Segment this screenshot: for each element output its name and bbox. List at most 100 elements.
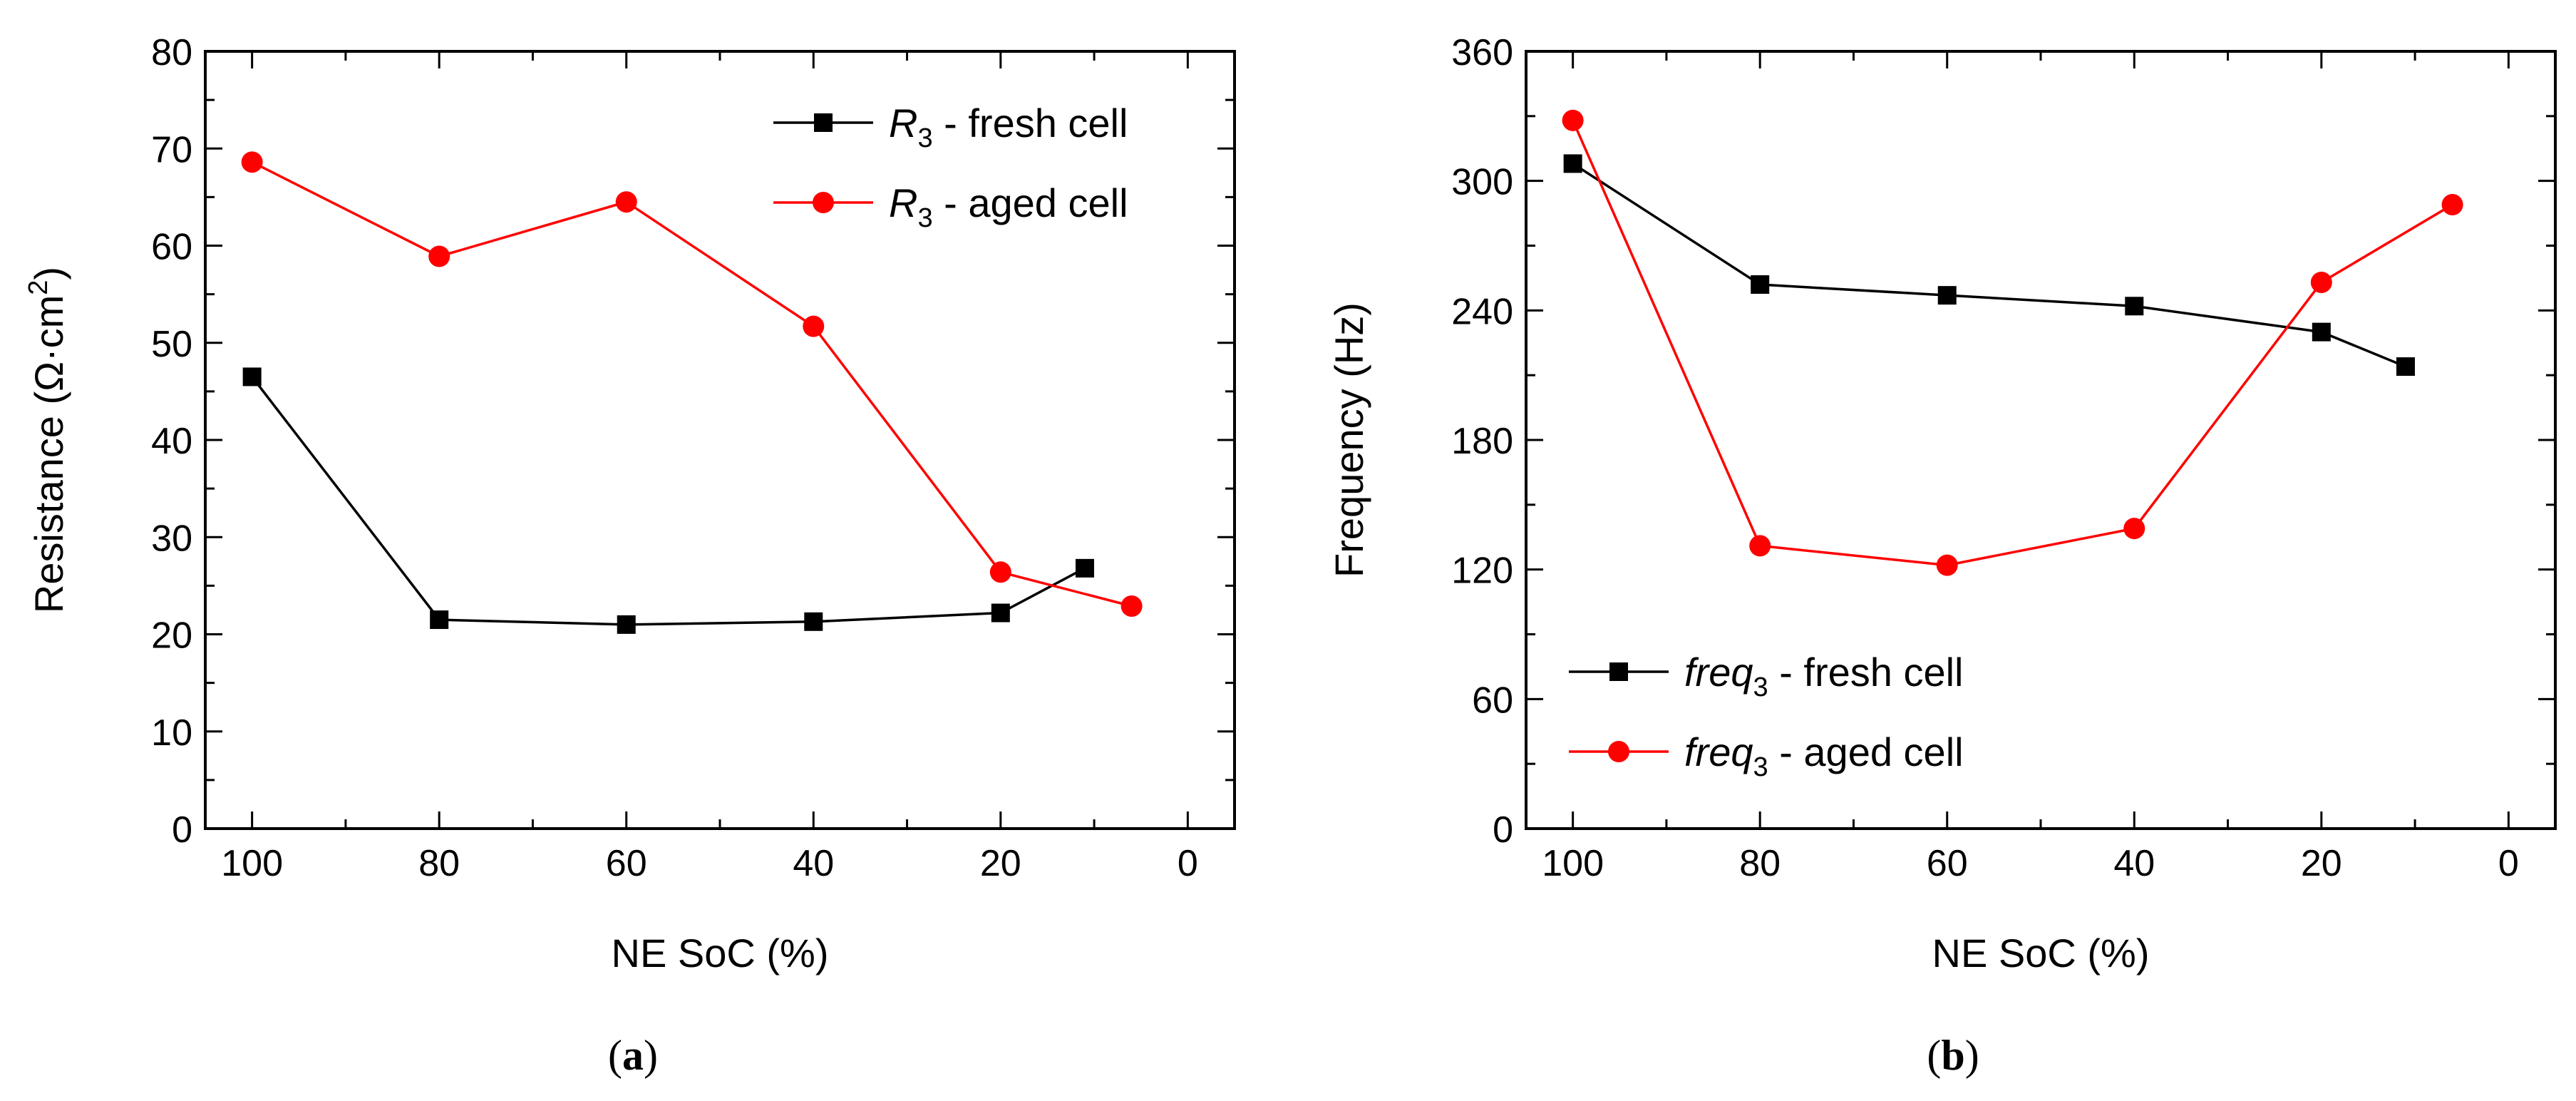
y-tick-label: 240 xyxy=(1451,291,1513,332)
legend-symbol: R xyxy=(889,180,917,225)
y-tick-label: 40 xyxy=(151,421,192,462)
x-tick-label: 80 xyxy=(418,843,460,884)
data-point xyxy=(2312,322,2331,342)
data-point xyxy=(241,151,263,173)
legend-marker-aged-b xyxy=(1608,741,1629,762)
y-tick-label: 30 xyxy=(151,518,192,559)
axis-ticks-a: 100 80 60 40 20 0 0 10 20 30 40 50 60 70 80 xyxy=(151,32,1235,884)
legend-label: - aged cell xyxy=(933,180,1128,225)
y-tick-label: 360 xyxy=(1451,32,1513,73)
x-tick-label: 20 xyxy=(980,843,1021,884)
y-tick-label: 60 xyxy=(151,227,192,268)
series-line xyxy=(251,376,1086,626)
data-point xyxy=(2396,357,2415,377)
data-point xyxy=(1749,535,1771,557)
y-tick-label: 300 xyxy=(1451,162,1513,203)
x-tick-label: 20 xyxy=(2301,843,2342,884)
y-tick-label: 70 xyxy=(151,129,192,170)
data-point xyxy=(2123,518,2145,540)
sub-letter: a xyxy=(622,1032,644,1079)
legend-text-aged-a: R3 - aged cell xyxy=(889,180,1128,233)
series-group-b xyxy=(1562,109,2463,576)
y-tick-label: 50 xyxy=(151,324,192,365)
legend-symbol: freq xyxy=(1684,650,1753,695)
series-line xyxy=(251,160,1133,608)
y-tick-label: 60 xyxy=(1472,680,1513,721)
data-point xyxy=(615,191,637,213)
legend-label: - fresh cell xyxy=(1768,650,1964,695)
sub-open: ( xyxy=(608,1032,622,1079)
axis-ticks-b: 100 80 60 40 20 0 0 60 120 180 240 300 360 xyxy=(1451,32,2555,884)
legend-subscript: 3 xyxy=(917,123,932,153)
sub-close: ) xyxy=(644,1032,658,1079)
legend-symbol: freq xyxy=(1684,729,1753,774)
plot-frame-b xyxy=(1525,50,2557,830)
legend-label: - aged cell xyxy=(1768,729,1964,774)
x-tick-label: 100 xyxy=(1542,843,1604,884)
x-tick-label: 0 xyxy=(1178,843,1198,884)
y-label-main: Resistance (Ω·cm xyxy=(26,295,71,613)
data-point xyxy=(1562,109,1584,131)
data-point xyxy=(803,315,825,337)
x-tick-label: 40 xyxy=(2113,843,2155,884)
y-axis-label-a: Resistance (Ω·cm2) xyxy=(24,267,71,613)
x-tick-label: 40 xyxy=(793,843,834,884)
legend-subscript: 3 xyxy=(917,203,932,233)
y-tick-label: 20 xyxy=(151,615,192,657)
y-tick-label: 0 xyxy=(1493,809,1513,851)
plot-frame-a xyxy=(204,50,1236,830)
legend-subscript: 3 xyxy=(1753,672,1768,702)
y-label-close: ) xyxy=(26,267,71,280)
legend-text-fresh-a: R3 - fresh cell xyxy=(889,101,1128,153)
data-point xyxy=(2441,193,2463,215)
subfigure-label-a: (a) xyxy=(608,1032,658,1079)
data-point xyxy=(989,561,1011,583)
data-point xyxy=(242,367,262,386)
data-point xyxy=(1075,558,1094,578)
legend-marker-aged-a xyxy=(813,192,834,213)
series-line xyxy=(1571,120,2453,567)
data-point xyxy=(1751,275,1770,294)
x-tick-label: 0 xyxy=(2498,843,2519,884)
x-axis-label-b: NE SoC (%) xyxy=(1932,931,2150,975)
sub-letter: b xyxy=(1941,1032,1964,1079)
data-point xyxy=(1120,595,1143,617)
legend-subscript: 3 xyxy=(1753,752,1768,782)
data-point xyxy=(2310,271,2332,293)
sub-close: ) xyxy=(1965,1032,1979,1079)
data-point xyxy=(2125,297,2144,316)
legend-text-fresh-b: freq3 - fresh cell xyxy=(1684,650,1964,702)
series-group-a xyxy=(241,151,1143,634)
x-tick-label: 60 xyxy=(606,843,647,884)
y-tick-label: 180 xyxy=(1451,421,1513,462)
data-point xyxy=(804,612,823,631)
data-point xyxy=(991,603,1010,623)
y-tick-label: 0 xyxy=(172,809,192,851)
legend-label: - fresh cell xyxy=(933,101,1128,145)
legend-a: R3 - fresh cell R3 - aged cell xyxy=(773,101,1128,233)
x-tick-label: 80 xyxy=(1739,843,1781,884)
subfigure-label-b: (b) xyxy=(1927,1032,1979,1079)
legend-text-aged-b: freq3 - aged cell xyxy=(1684,729,1964,782)
data-point xyxy=(617,615,636,634)
data-point xyxy=(1937,286,1957,305)
x-tick-label: 60 xyxy=(1927,843,1968,884)
y-axis-label-b: Frequency (Hz) xyxy=(1326,302,1371,578)
data-point xyxy=(430,610,449,630)
y-tick-label: 120 xyxy=(1451,550,1513,592)
legend-marker-fresh-b xyxy=(1609,662,1628,681)
series-line xyxy=(1572,162,2406,368)
data-point xyxy=(428,245,450,267)
data-point xyxy=(1563,154,1582,173)
x-tick-label: 100 xyxy=(221,843,283,884)
sub-open: ( xyxy=(1927,1032,1941,1079)
y-tick-label: 10 xyxy=(151,712,192,754)
legend-b: freq3 - fresh cell freq3 - aged cell xyxy=(1569,650,1964,782)
legend-symbol: R xyxy=(889,101,917,145)
x-axis-label-a: NE SoC (%) xyxy=(612,931,829,975)
y-tick-label: 80 xyxy=(151,32,192,73)
data-point xyxy=(1936,554,1958,576)
